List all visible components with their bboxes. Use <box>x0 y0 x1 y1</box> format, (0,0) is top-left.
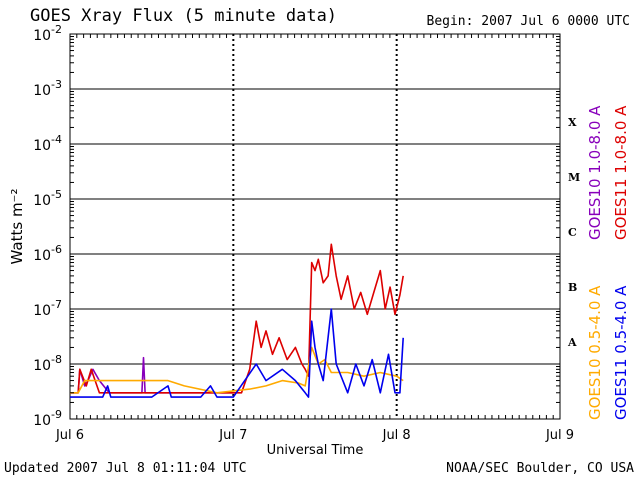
series-line <box>70 308 404 398</box>
grid-layer <box>70 34 560 419</box>
y-tick-exponent: -9 <box>51 408 62 421</box>
y-tick-base: 10 <box>33 138 51 154</box>
flare-class-label: B <box>568 281 577 294</box>
chart-title: GOES Xray Flux (5 minute data) <box>30 6 338 26</box>
y-tick-exponent: -7 <box>51 298 62 311</box>
y-axis-label: Watts m⁻² <box>8 189 26 265</box>
y-tick-label: 10-4 <box>33 133 62 154</box>
x-tick-label: Jul 7 <box>218 428 247 443</box>
y-tick-base: 10 <box>33 248 51 264</box>
x-tick-label: Jul 9 <box>545 428 574 443</box>
y-tick-exponent: -5 <box>51 188 62 201</box>
y-tick-base: 10 <box>33 413 51 429</box>
series-layer <box>70 243 404 398</box>
y-tick-exponent: -2 <box>51 23 62 36</box>
flare-class-label: M <box>568 171 580 184</box>
legend-entry: GOES10 1.0-8.0 A <box>586 105 604 240</box>
y-tick-label: 10-3 <box>33 78 62 99</box>
y-tick-label: 10-5 <box>33 188 62 209</box>
y-tick-label: 10-6 <box>33 243 62 264</box>
y-tick-label: 10-8 <box>33 353 62 374</box>
credit-label: NOAA/SEC Boulder, CO USA <box>446 461 634 476</box>
y-tick-exponent: -3 <box>51 78 62 91</box>
y-tick-exponent: -6 <box>51 243 62 256</box>
y-tick-label: 10-7 <box>33 298 62 319</box>
flare-class-label: A <box>567 336 577 349</box>
legend-entry: GOES10 0.5-4.0 A <box>586 285 604 420</box>
y-tick-base: 10 <box>33 358 51 374</box>
legend-entry: GOES11 1.0-8.0 A <box>612 105 630 240</box>
series-line <box>70 346 404 394</box>
y-tick-base: 10 <box>33 28 51 44</box>
legend-entry: GOES11 0.5-4.0 A <box>612 285 630 420</box>
x-tick-label: Jul 6 <box>55 428 84 443</box>
x-tick-label: Jul 8 <box>382 428 411 443</box>
y-tick-base: 10 <box>33 193 51 209</box>
y-tick-base: 10 <box>33 303 51 319</box>
x-axis-label: Universal Time <box>267 443 364 458</box>
flare-class-label: X <box>568 116 577 129</box>
updated-timestamp: Updated 2007 Jul 8 01:11:04 UTC <box>4 461 247 476</box>
y-tick-base: 10 <box>33 83 51 99</box>
y-tick-exponent: -4 <box>51 133 62 146</box>
y-tick-label: 10-2 <box>33 23 62 44</box>
begin-time-label: Begin: 2007 Jul 6 0000 UTC <box>426 14 631 29</box>
y-tick-label: 10-9 <box>33 408 62 429</box>
flare-class-label: C <box>568 226 577 239</box>
y-tick-exponent: -8 <box>51 353 62 366</box>
